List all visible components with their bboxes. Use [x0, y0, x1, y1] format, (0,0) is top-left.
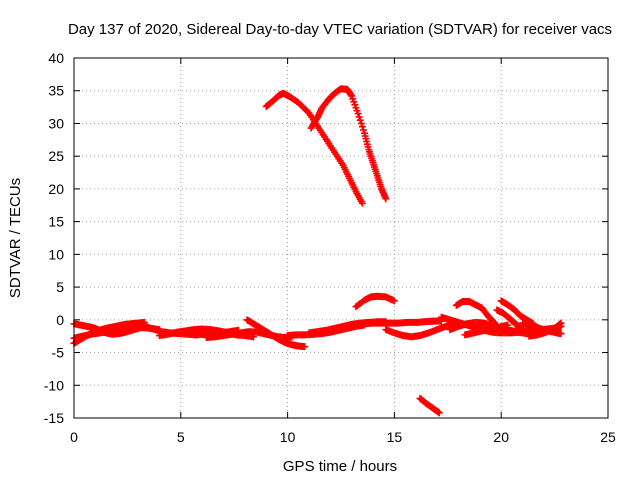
series-arc-17 — [360, 317, 445, 328]
tick-layer: 0 5 10 15 20 25 -15 -10 -5 0 5 10 15 20 25 30 35 40 — [44, 50, 616, 445]
data-layer — [70, 85, 565, 417]
y-tick-label: 25 — [48, 148, 64, 164]
y-tick-label: -10 — [44, 377, 64, 393]
data-point — [557, 330, 565, 338]
series-arc-24 — [525, 319, 565, 340]
data-point — [557, 319, 565, 327]
series-arc-23 — [519, 319, 565, 338]
data-point — [355, 113, 363, 121]
data-point — [435, 409, 443, 417]
series-arc-14 — [243, 316, 309, 351]
y-tick-label: 20 — [48, 181, 64, 197]
y-tick-label: -15 — [44, 410, 64, 426]
data-point — [301, 343, 309, 351]
data-point — [556, 320, 564, 328]
series-arc-5 — [452, 297, 499, 327]
y-tick-label: 15 — [48, 214, 64, 230]
y-tick-label: -5 — [52, 345, 65, 361]
series-arc-7 — [493, 306, 527, 333]
x-tick-label: 0 — [70, 429, 78, 445]
data-point — [359, 126, 367, 134]
series-arc-3 — [352, 292, 398, 311]
data-point — [356, 116, 364, 124]
y-tick-label: 35 — [48, 83, 64, 99]
y-tick-label: 30 — [48, 115, 64, 131]
x-tick-label: 20 — [493, 429, 509, 445]
series-arc-21 — [461, 321, 512, 339]
data-point — [390, 297, 398, 305]
series-arc-18 — [382, 320, 458, 341]
chart-title: Day 137 of 2020, Sidereal Day-to-day VTE… — [68, 21, 612, 38]
data-point — [382, 195, 390, 203]
grid-layer — [74, 58, 608, 418]
plot-frame — [73, 57, 609, 419]
y-tick-label: 0 — [56, 312, 64, 328]
series-arc-1 — [262, 89, 366, 207]
x-tick-label: 15 — [387, 429, 403, 445]
y-tick-label: 5 — [56, 279, 64, 295]
x-axis-label: GPS time / hours — [283, 458, 397, 475]
data-point — [358, 123, 366, 131]
x-tick-label: 10 — [280, 429, 296, 445]
y-axis-label: SDTVAR / TECUs — [7, 178, 24, 298]
y-tick-label: 10 — [48, 246, 64, 262]
x-tick-label: 25 — [600, 429, 616, 445]
data-point — [358, 199, 366, 207]
series-arc-4 — [416, 394, 443, 417]
series-arc-2 — [307, 85, 390, 203]
data-point — [354, 110, 362, 118]
x-tick-label: 5 — [177, 429, 185, 445]
series-arc-6 — [497, 297, 537, 328]
y-tick-label: 40 — [48, 50, 64, 66]
data-point — [357, 119, 365, 127]
